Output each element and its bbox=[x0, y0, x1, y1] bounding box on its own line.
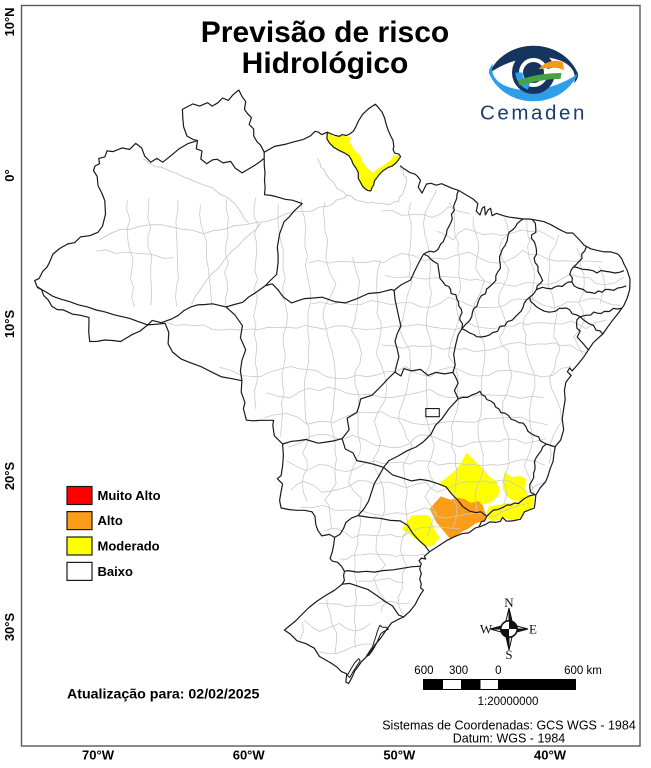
svg-text:0°: 0° bbox=[2, 169, 17, 181]
svg-text:30°S: 30°S bbox=[2, 613, 17, 642]
svg-text:50°W: 50°W bbox=[383, 748, 416, 763]
svg-text:Alto: Alto bbox=[98, 513, 123, 528]
svg-text:20°S: 20°S bbox=[2, 462, 17, 491]
svg-text:Sistemas de Coordenadas: GCS W: Sistemas de Coordenadas: GCS WGS - 1984 bbox=[382, 719, 636, 733]
svg-text:70°W: 70°W bbox=[82, 748, 115, 763]
svg-text:10°N: 10°N bbox=[2, 7, 17, 36]
svg-text:600: 600 bbox=[414, 665, 433, 677]
svg-text:W: W bbox=[480, 622, 493, 637]
svg-text:Moderado: Moderado bbox=[98, 539, 160, 554]
svg-text:300: 300 bbox=[449, 665, 468, 677]
svg-text:E: E bbox=[529, 622, 537, 637]
svg-text:Datum: WGS - 1984: Datum: WGS - 1984 bbox=[453, 732, 566, 746]
svg-text:1:20000000: 1:20000000 bbox=[478, 696, 539, 708]
svg-text:Muito Alto: Muito Alto bbox=[98, 488, 161, 503]
svg-text:Atualização para: 02/02/2025: Atualização para: 02/02/2025 bbox=[67, 687, 260, 703]
svg-text:S: S bbox=[505, 647, 512, 662]
svg-text:Cemaden: Cemaden bbox=[480, 102, 587, 125]
svg-text:Baixo: Baixo bbox=[98, 564, 133, 579]
svg-text:0: 0 bbox=[495, 665, 501, 677]
svg-text:N: N bbox=[504, 595, 514, 610]
svg-text:Previsão de risco: Previsão de risco bbox=[201, 16, 449, 49]
svg-text:600 km: 600 km bbox=[564, 665, 602, 677]
svg-text:40°W: 40°W bbox=[534, 748, 567, 763]
svg-text:60°W: 60°W bbox=[233, 748, 266, 763]
svg-text:Hidrológico: Hidrológico bbox=[242, 47, 409, 80]
svg-text:10°S: 10°S bbox=[2, 310, 17, 339]
